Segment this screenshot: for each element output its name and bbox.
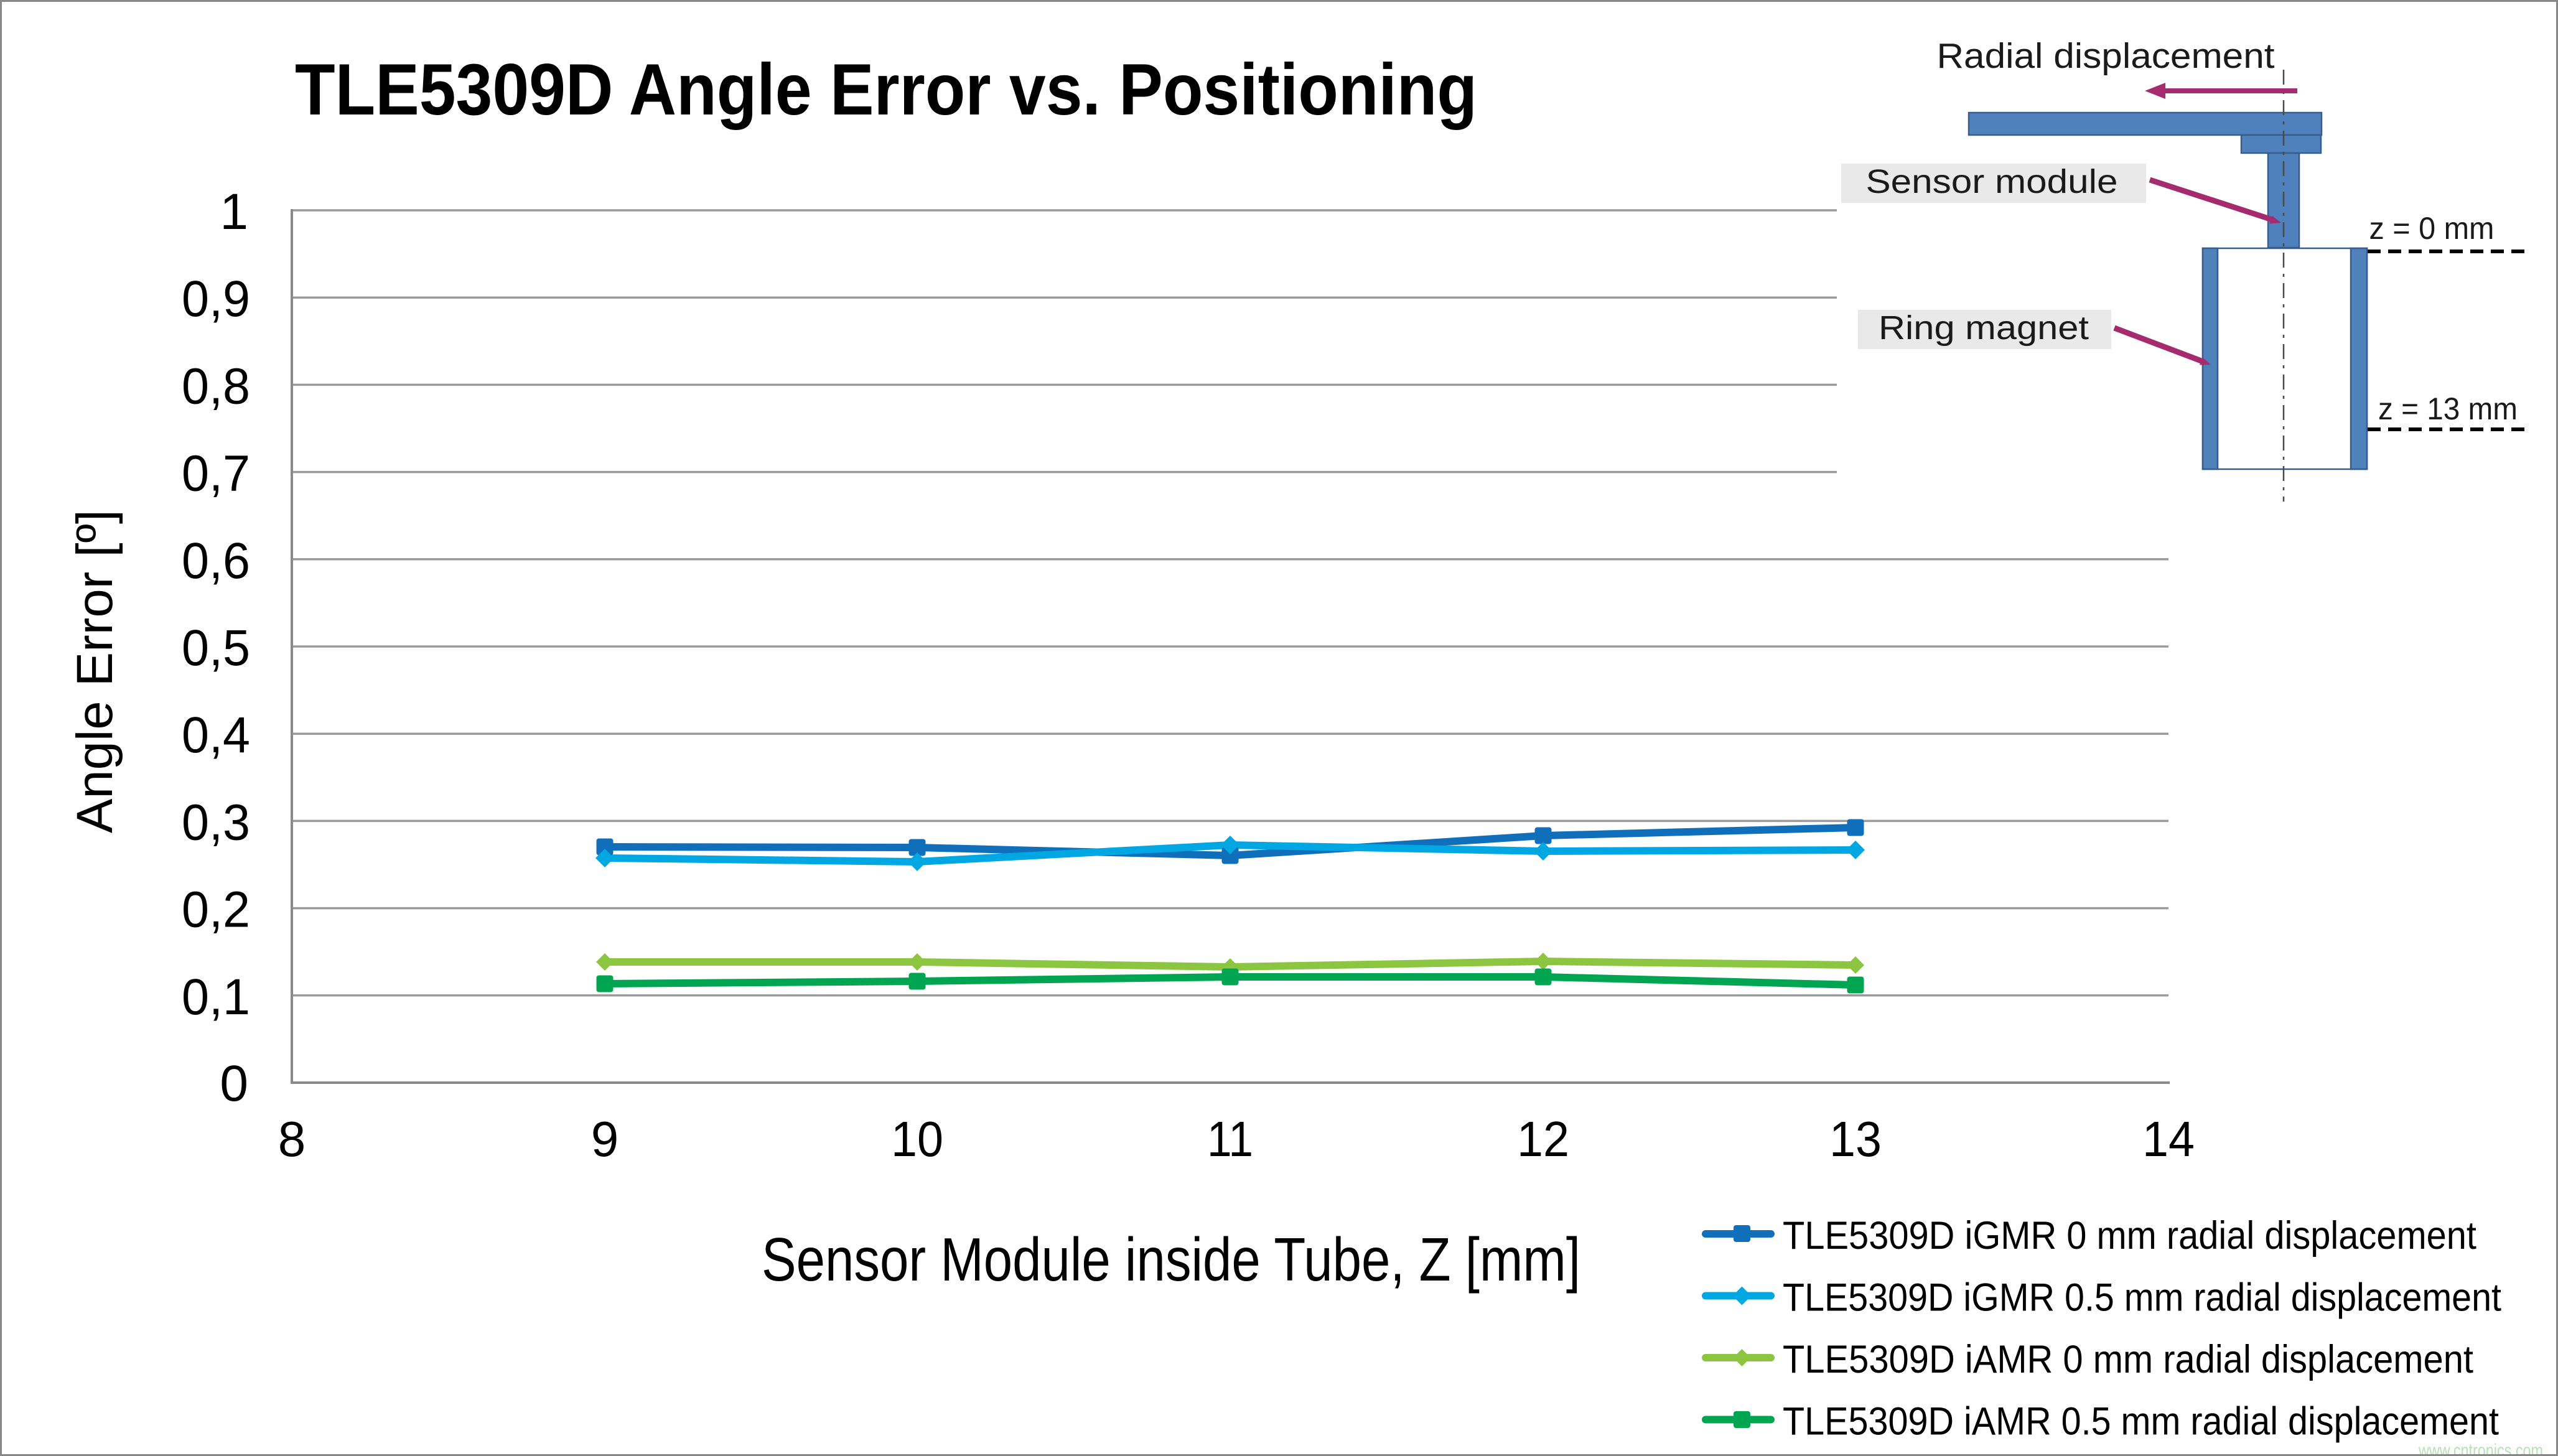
svg-text:0,4: 0,4 bbox=[182, 707, 250, 763]
svg-text:TLE5309D Angle Error vs. Posit: TLE5309D Angle Error vs. Positioning bbox=[295, 49, 1477, 130]
svg-text:1: 1 bbox=[220, 184, 248, 240]
svg-text:TLE5309D iGMR 0.5 mm radial di: TLE5309D iGMR 0.5 mm radial displacement bbox=[1783, 1276, 2501, 1320]
svg-text:10: 10 bbox=[891, 1111, 943, 1167]
svg-text:0,2: 0,2 bbox=[182, 882, 250, 938]
svg-text:9: 9 bbox=[591, 1111, 619, 1167]
svg-text:Ring magnet: Ring magnet bbox=[1879, 309, 2089, 347]
svg-text:14: 14 bbox=[2142, 1111, 2195, 1167]
svg-text:www.cntronics.com: www.cntronics.com bbox=[2418, 1440, 2543, 1456]
svg-text:Angle Error [º]: Angle Error [º] bbox=[67, 510, 123, 833]
svg-text:Sensor module: Sensor module bbox=[1866, 163, 2118, 200]
svg-text:TLE5309D iGMR 0 mm radial disp: TLE5309D iGMR 0 mm radial displacement bbox=[1783, 1214, 2476, 1258]
svg-text:0,1: 0,1 bbox=[182, 969, 250, 1025]
svg-text:8: 8 bbox=[278, 1111, 306, 1167]
svg-text:11: 11 bbox=[1207, 1111, 1253, 1167]
svg-text:13: 13 bbox=[1829, 1111, 1882, 1167]
svg-text:TLE5309D iAMR 0.5 mm radial di: TLE5309D iAMR 0.5 mm radial displacement bbox=[1783, 1400, 2499, 1444]
svg-text:Sensor Module inside Tube, Z [: Sensor Module inside Tube, Z [mm] bbox=[762, 1225, 1580, 1294]
svg-text:0,3: 0,3 bbox=[182, 794, 250, 851]
svg-text:12: 12 bbox=[1517, 1111, 1569, 1167]
svg-text:0,6: 0,6 bbox=[182, 533, 250, 589]
svg-text:z = 0 mm: z = 0 mm bbox=[2369, 211, 2495, 246]
svg-text:0,8: 0,8 bbox=[182, 358, 250, 414]
svg-text:0,9: 0,9 bbox=[182, 271, 250, 327]
svg-text:0,7: 0,7 bbox=[182, 446, 250, 502]
svg-text:0,5: 0,5 bbox=[182, 620, 250, 676]
svg-text:z = 13 mm: z = 13 mm bbox=[2378, 391, 2518, 426]
svg-text:0: 0 bbox=[220, 1055, 248, 1112]
svg-text:Radial displacement: Radial displacement bbox=[1937, 36, 2275, 76]
svg-text:TLE5309D iAMR 0 mm radial disp: TLE5309D iAMR 0 mm radial displacement bbox=[1783, 1338, 2473, 1381]
